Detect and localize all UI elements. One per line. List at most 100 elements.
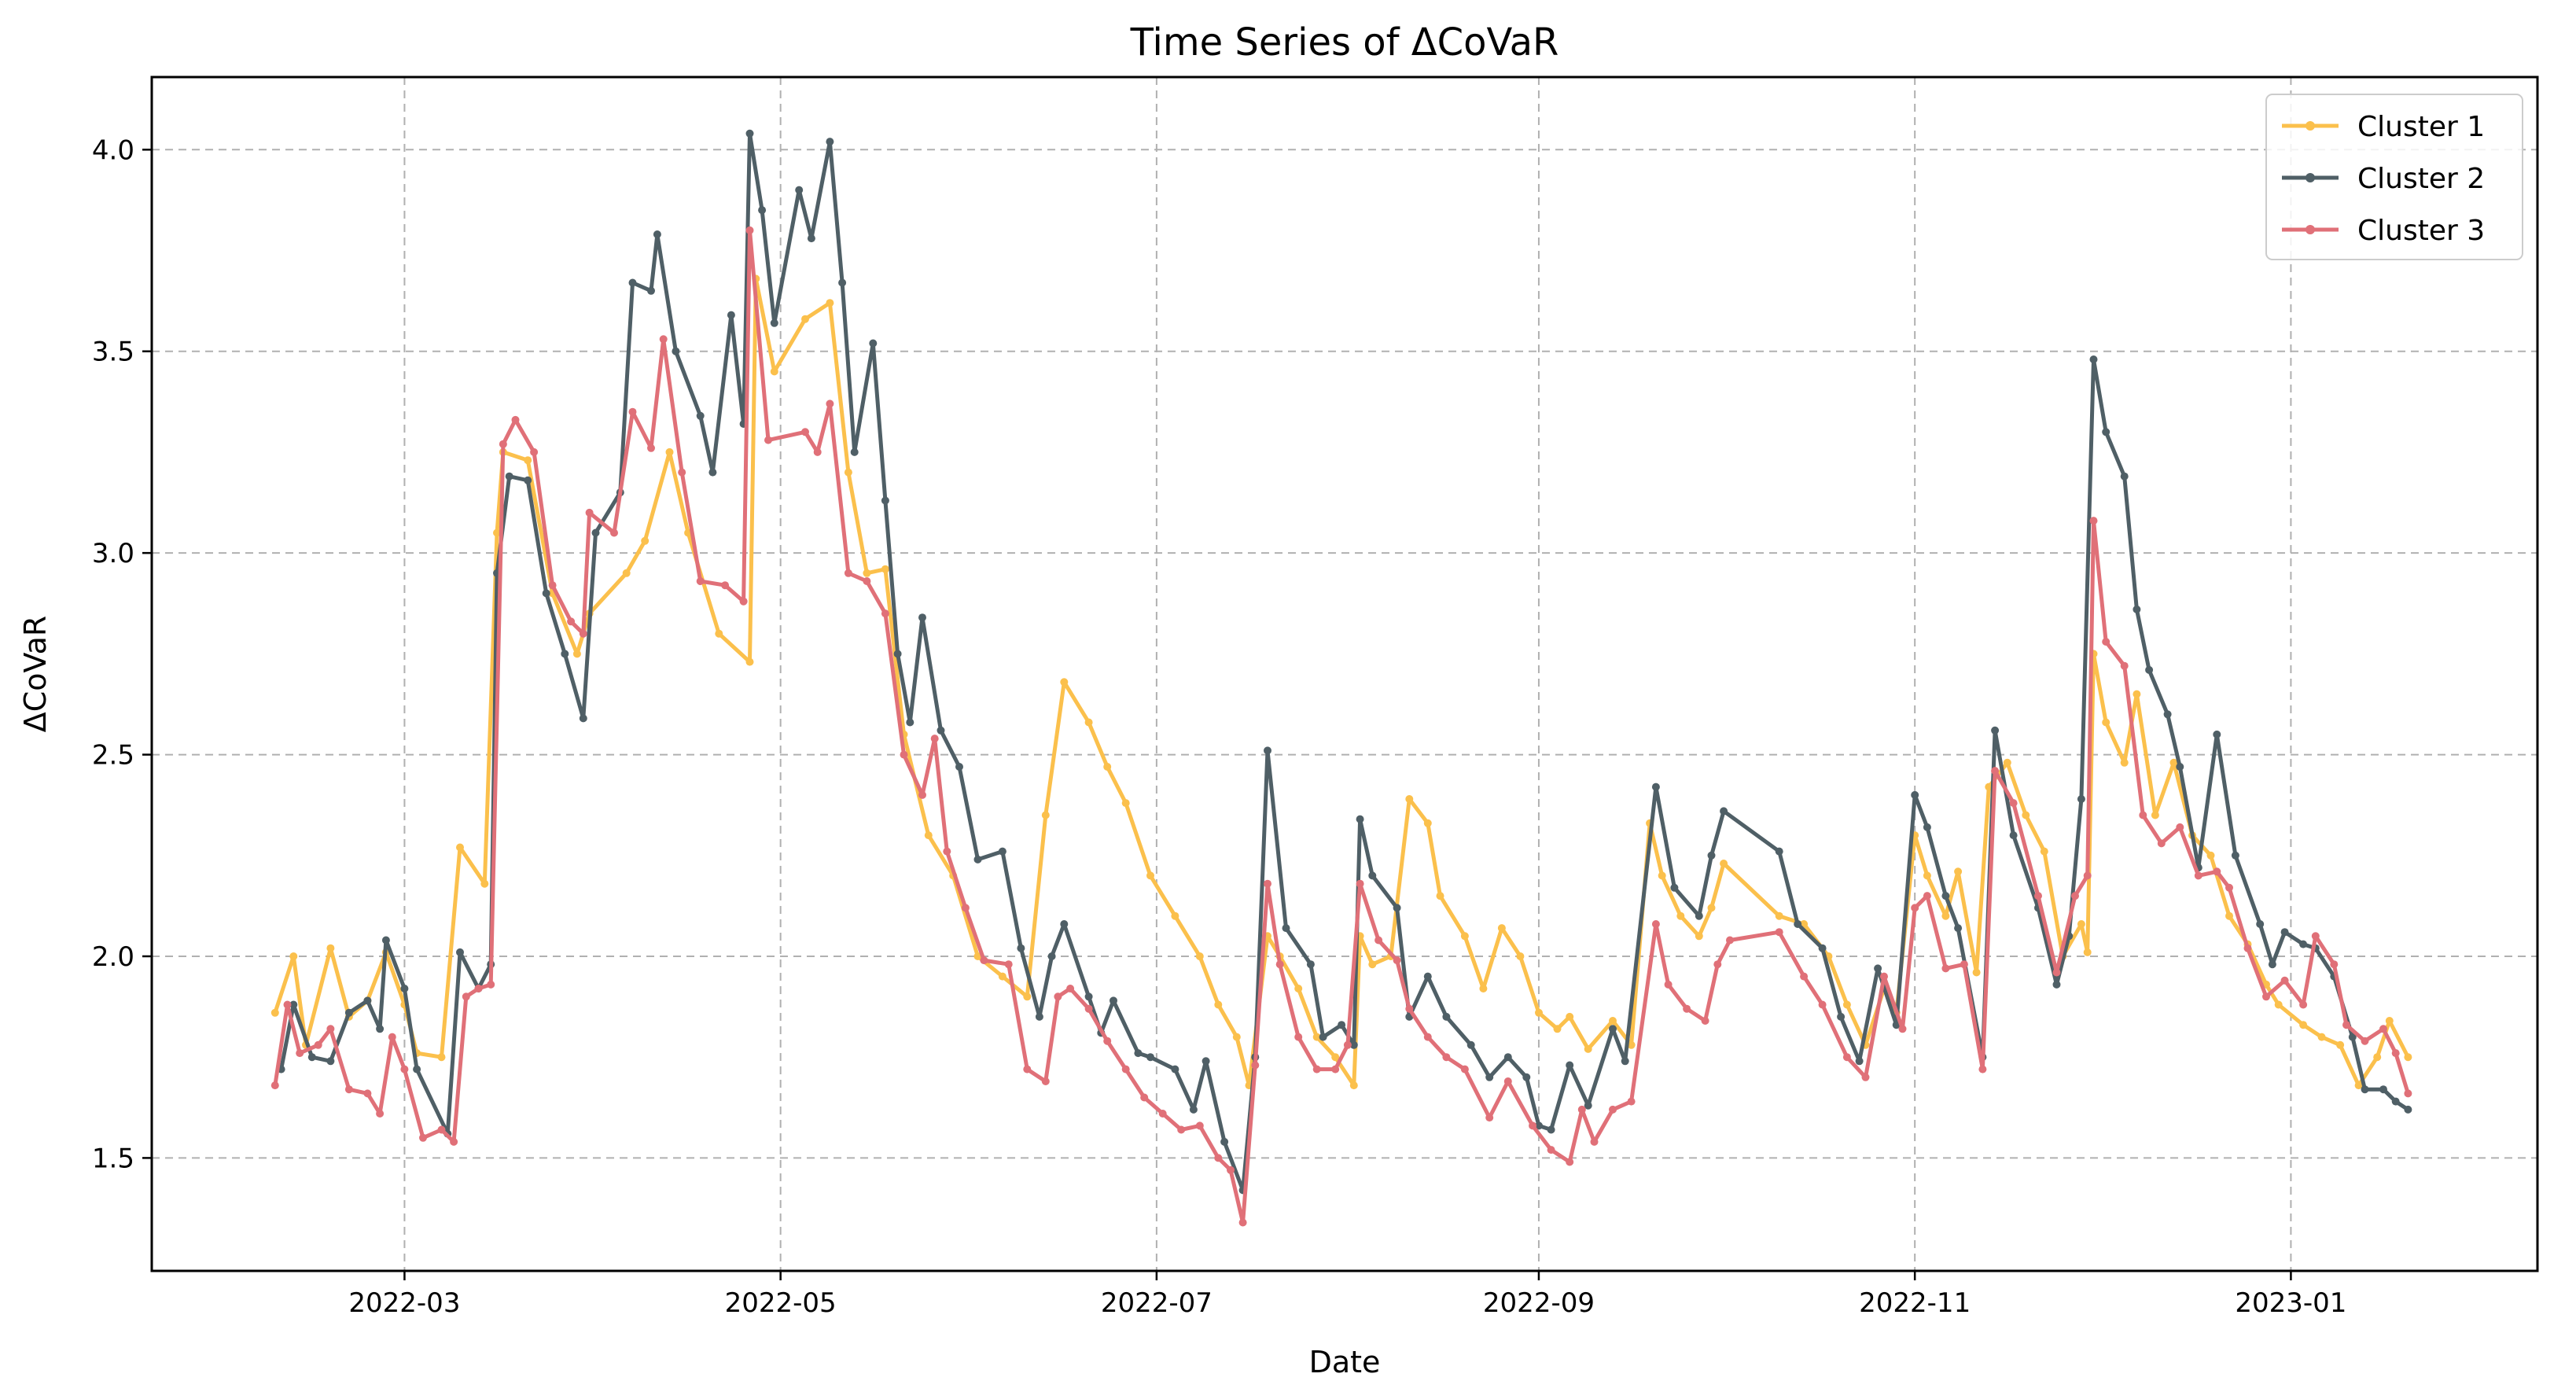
data-point — [659, 335, 668, 344]
data-point — [1460, 932, 1469, 941]
data-point — [863, 569, 871, 577]
data-point — [918, 613, 926, 622]
data-point — [1577, 1105, 1586, 1114]
data-point — [1084, 718, 1093, 727]
data-point — [758, 206, 767, 215]
data-point — [326, 944, 335, 952]
data-point — [881, 609, 889, 618]
data-point — [1658, 871, 1666, 880]
data-point — [1818, 1000, 1827, 1009]
data-point — [2102, 428, 2110, 436]
data-point — [918, 790, 926, 799]
data-point — [1923, 892, 1931, 900]
data-point — [906, 718, 914, 727]
data-point — [1911, 790, 1919, 799]
data-point — [1282, 924, 1290, 933]
data-point — [456, 843, 464, 852]
legend-label: Cluster 3 — [2357, 215, 2485, 247]
data-point — [869, 339, 878, 348]
data-point — [376, 1025, 385, 1033]
data-point — [943, 847, 951, 856]
data-point — [270, 1081, 279, 1090]
data-point — [844, 468, 852, 477]
data-point — [844, 569, 852, 577]
data-point — [1621, 1057, 1629, 1066]
data-point — [2280, 976, 2289, 985]
data-point — [2361, 1085, 2369, 1094]
data-point — [1720, 860, 1728, 867]
data-point — [579, 629, 587, 638]
data-point — [1991, 767, 2000, 775]
data-point — [2330, 960, 2339, 969]
series-lines — [270, 129, 2412, 1227]
data-point — [893, 650, 902, 658]
plot-frame — [150, 75, 2539, 1272]
data-point — [1238, 1218, 1247, 1227]
legend-box — [2265, 94, 2523, 260]
data-point — [2404, 1105, 2412, 1114]
data-point — [474, 985, 483, 992]
data-point — [1312, 1033, 1321, 1041]
y-tick-label: 2.0 — [92, 941, 134, 973]
series-line — [273, 276, 2410, 1088]
data-point — [1818, 944, 1827, 952]
data-point — [1695, 911, 1703, 920]
data-point — [1941, 892, 1950, 900]
data-point — [721, 581, 730, 590]
data-point — [2225, 911, 2233, 920]
data-point — [770, 319, 778, 327]
data-point — [1121, 1065, 1130, 1073]
data-point — [307, 1053, 316, 1062]
data-point — [1775, 928, 1783, 937]
data-point — [363, 996, 372, 1005]
data-point — [1232, 1033, 1241, 1041]
data-point — [628, 407, 637, 416]
data-point — [1676, 911, 1685, 920]
x-tick-label: 2022-07 — [1101, 1287, 1213, 1319]
data-point — [1775, 847, 1783, 856]
data-point — [1264, 879, 1271, 888]
data-point — [462, 992, 470, 1001]
data-point — [2231, 851, 2239, 860]
data-point — [572, 650, 581, 658]
data-point — [2206, 851, 2215, 860]
data-point — [1590, 1137, 1599, 1146]
data-point — [727, 311, 735, 319]
data-point — [1837, 1012, 1846, 1021]
data-point — [1466, 1040, 1475, 1049]
data-point — [863, 577, 871, 585]
data-point — [1960, 960, 1968, 969]
data-point — [1423, 1033, 1432, 1041]
data-point — [363, 1089, 372, 1098]
data-point — [2391, 1049, 2400, 1058]
data-point — [591, 528, 600, 537]
data-point — [2034, 892, 2042, 900]
data-point — [2243, 944, 2252, 952]
data-point — [2225, 883, 2233, 892]
data-point — [456, 948, 464, 956]
data-point — [1911, 904, 1919, 912]
data-point — [1627, 1097, 1636, 1106]
data-point — [973, 952, 982, 960]
data-point — [2299, 940, 2308, 948]
data-point — [1202, 1057, 1210, 1066]
data-point — [1436, 892, 1444, 900]
data-point — [2373, 1053, 2382, 1062]
data-point — [2268, 960, 2276, 969]
data-point — [2354, 1081, 2363, 1090]
data-point — [1775, 911, 1783, 920]
data-point — [2145, 665, 2154, 674]
data-point — [1535, 1121, 1543, 1130]
data-point — [678, 468, 686, 477]
data-point — [2391, 1097, 2400, 1106]
data-point — [1393, 956, 1401, 965]
data-point — [801, 428, 809, 436]
data-point — [1368, 871, 1377, 880]
data-point — [1566, 1061, 1574, 1070]
data-point — [270, 1008, 279, 1017]
data-point — [1609, 1025, 1617, 1033]
data-point — [585, 508, 594, 517]
data-point — [314, 1040, 322, 1049]
data-point — [2052, 980, 2061, 989]
